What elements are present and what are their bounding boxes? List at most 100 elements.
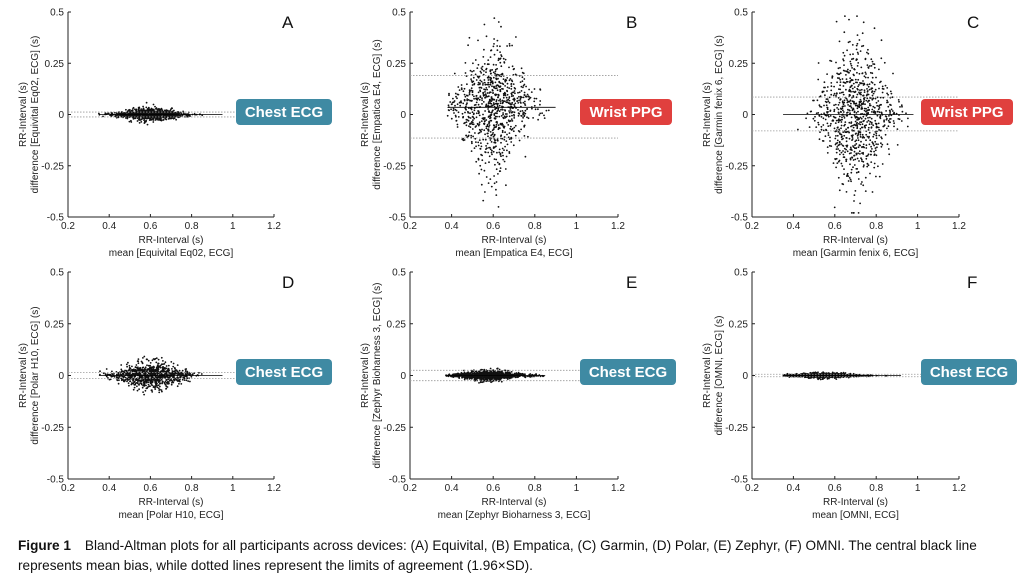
data-point <box>854 104 857 107</box>
data-point <box>507 119 510 122</box>
data-point <box>496 151 498 154</box>
data-point <box>161 366 164 369</box>
data-point <box>878 87 880 90</box>
data-point <box>845 114 848 117</box>
data-point <box>820 106 823 108</box>
data-point <box>498 163 501 166</box>
data-point <box>497 370 500 373</box>
data-point <box>507 369 509 372</box>
data-point <box>819 131 821 134</box>
x-tick-label: 0.6 <box>828 483 842 494</box>
data-point <box>163 382 166 385</box>
data-point <box>151 114 154 117</box>
data-point <box>872 92 875 95</box>
data-point <box>177 373 180 376</box>
data-point <box>491 69 494 71</box>
data-point <box>867 66 870 69</box>
data-point <box>472 376 475 379</box>
data-point <box>878 111 881 114</box>
data-point <box>855 81 857 84</box>
data-point <box>513 90 516 92</box>
data-point <box>170 117 173 120</box>
data-point <box>477 83 480 86</box>
data-point <box>860 88 863 91</box>
data-point <box>457 111 460 114</box>
data-point <box>480 145 483 148</box>
data-point <box>870 58 873 61</box>
chest-badge: Chest ECG <box>236 99 332 125</box>
data-point <box>498 370 501 373</box>
y-axis-sublabel: difference [Empatica E4, ECG] (s) <box>372 39 383 189</box>
data-point <box>515 36 517 38</box>
data-point <box>842 69 845 72</box>
y-tick-label: 0.5 <box>392 8 406 19</box>
data-point <box>848 177 851 179</box>
data-point <box>162 363 164 366</box>
data-point <box>159 364 162 367</box>
data-point <box>492 132 494 134</box>
data-point <box>475 141 477 144</box>
data-point <box>178 114 181 117</box>
data-point <box>857 78 860 81</box>
data-point <box>866 83 869 86</box>
y-tick-label: 0.25 <box>729 319 749 330</box>
y-axis-sublabel: difference [Equivital Eq02, ECG] (s) <box>30 36 41 194</box>
data-point <box>863 98 866 101</box>
data-point <box>827 132 830 134</box>
data-point <box>830 89 833 92</box>
x-axis-label: RR-Interval (s) <box>823 235 888 246</box>
data-point <box>852 145 854 147</box>
data-point <box>846 174 849 177</box>
data-point <box>823 104 825 107</box>
data-point <box>875 154 878 157</box>
data-point <box>487 135 489 138</box>
data-point <box>107 112 110 115</box>
data-point <box>855 152 858 155</box>
data-point <box>511 101 514 104</box>
data-point <box>495 99 498 101</box>
data-point <box>523 135 526 137</box>
data-point <box>837 131 840 133</box>
data-point <box>491 149 493 152</box>
data-point <box>495 194 498 197</box>
data-point <box>139 119 142 121</box>
data-point <box>482 113 484 116</box>
data-point <box>853 91 856 94</box>
data-point <box>504 109 507 112</box>
data-point <box>480 168 483 171</box>
data-point <box>829 136 831 139</box>
data-point <box>454 92 457 95</box>
data-point <box>852 82 855 85</box>
data-point <box>493 158 496 161</box>
data-point <box>484 96 487 99</box>
data-point <box>848 137 851 140</box>
data-point <box>455 95 457 98</box>
data-point <box>167 364 170 367</box>
data-point <box>866 135 869 138</box>
data-point <box>146 117 148 120</box>
data-point <box>856 157 859 160</box>
data-point <box>488 161 490 164</box>
data-point <box>482 381 485 383</box>
data-point <box>488 125 490 128</box>
data-point <box>489 148 492 151</box>
data-point <box>833 108 836 111</box>
data-point <box>844 105 846 107</box>
data-point <box>472 135 474 138</box>
data-point <box>496 49 499 52</box>
data-point <box>517 109 519 111</box>
data-point <box>495 123 498 126</box>
data-point <box>106 373 109 376</box>
data-point <box>485 35 488 38</box>
data-point <box>837 111 840 114</box>
data-point <box>481 159 484 162</box>
data-point <box>484 377 487 379</box>
data-point <box>140 379 143 381</box>
data-point <box>482 56 485 58</box>
data-point <box>514 92 516 95</box>
bland-altman-figure: 0.50.250-0.25-0.50.2 0.4 0.6 0.8 1 1.2RR-Inte… <box>18 8 1017 521</box>
data-point <box>821 91 824 94</box>
data-point <box>491 104 494 107</box>
panel-a: 0.50.250-0.25-0.50.2 0.4 0.6 0.8 1 1.2RR-Inte… <box>18 8 332 259</box>
data-point <box>510 95 513 98</box>
